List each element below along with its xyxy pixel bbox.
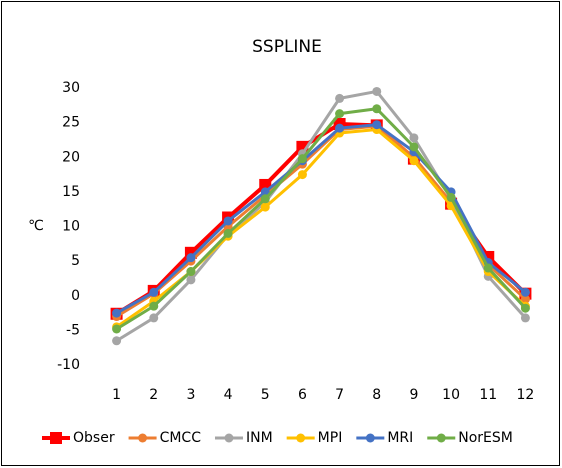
data-point <box>260 194 270 204</box>
y-tick-label: 10 <box>62 219 80 235</box>
y-tick-label: 0 <box>71 288 80 304</box>
chart-title: SSPLINE <box>252 37 322 57</box>
series-line <box>115 107 527 331</box>
y-tick-label: 5 <box>71 253 80 269</box>
data-point <box>335 123 345 133</box>
legend-marker <box>365 433 375 443</box>
y-tick-label: 15 <box>62 184 80 200</box>
data-point <box>149 301 159 311</box>
data-point <box>186 275 196 285</box>
data-point <box>297 154 307 164</box>
data-point <box>223 216 233 226</box>
data-point <box>335 109 345 119</box>
x-tick-label: 11 <box>479 387 497 403</box>
legend-label: NorESM <box>458 430 513 446</box>
data-point <box>112 336 122 346</box>
data-point <box>112 308 122 318</box>
x-tick-label: 7 <box>335 387 344 403</box>
x-tick-label: 12 <box>517 387 535 403</box>
data-point <box>186 253 196 263</box>
y-tick-label: -5 <box>66 322 80 338</box>
y-tick-label: 30 <box>62 80 80 96</box>
y-axis-label: ℃ <box>28 218 44 234</box>
data-point <box>409 142 419 152</box>
x-tick-label: 6 <box>298 387 307 403</box>
legend-marker <box>296 433 306 443</box>
data-point <box>483 263 493 273</box>
data-point <box>372 120 382 130</box>
data-point <box>409 156 419 166</box>
data-point <box>446 192 456 202</box>
data-point <box>335 93 345 103</box>
x-tick-label: 2 <box>149 387 158 403</box>
data-point <box>372 86 382 96</box>
data-point <box>372 104 382 114</box>
data-point <box>409 133 419 143</box>
data-point <box>520 287 530 297</box>
data-point <box>260 202 270 212</box>
x-tick-label: 5 <box>261 387 270 403</box>
legend-label: MRI <box>387 430 413 446</box>
data-point <box>186 267 196 277</box>
x-tick-label: 10 <box>442 387 460 403</box>
legend-marker <box>436 433 446 443</box>
x-tick-label: 4 <box>224 387 233 403</box>
legend-label: Obser <box>73 430 115 446</box>
data-point <box>149 313 159 323</box>
legend-marker <box>50 432 62 444</box>
data-point <box>520 303 530 313</box>
x-tick-label: 8 <box>372 387 381 403</box>
data-point <box>297 170 307 180</box>
data-point <box>260 187 270 197</box>
data-point <box>520 313 530 323</box>
y-tick-label: 25 <box>62 115 80 131</box>
legend-label: MPI <box>318 430 343 446</box>
data-point <box>520 294 530 304</box>
y-tick-label: -10 <box>57 357 80 373</box>
x-tick-label: 3 <box>186 387 195 403</box>
y-tick-label: 20 <box>62 149 80 165</box>
legend-marker <box>138 433 148 443</box>
data-point <box>112 324 122 334</box>
x-tick-label: 9 <box>409 387 418 403</box>
data-point <box>223 228 233 238</box>
legend-label: CMCC <box>160 430 202 446</box>
x-tick-label: 1 <box>112 387 121 403</box>
legend-marker <box>224 433 234 443</box>
legend-label: INM <box>246 430 273 446</box>
data-point <box>149 287 159 297</box>
series-line <box>115 123 527 315</box>
